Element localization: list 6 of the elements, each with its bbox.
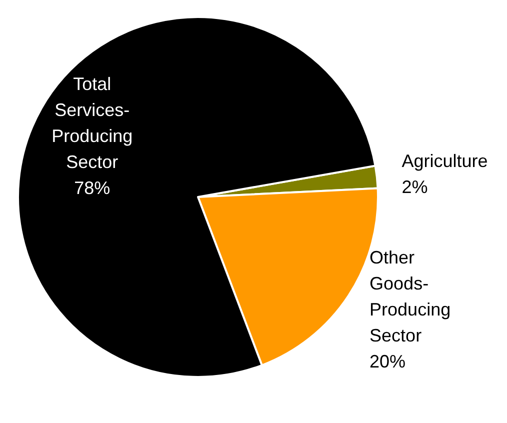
- slice-label: Other Goods- Producing Sector: [370, 247, 451, 346]
- data-label: 20%: [370, 351, 406, 372]
- data-label: 78%: [74, 178, 110, 198]
- data-label: 2%: [402, 177, 428, 198]
- slice-label: Total Services- Producing Sector: [52, 74, 133, 172]
- slice-label: Agriculture: [402, 151, 488, 172]
